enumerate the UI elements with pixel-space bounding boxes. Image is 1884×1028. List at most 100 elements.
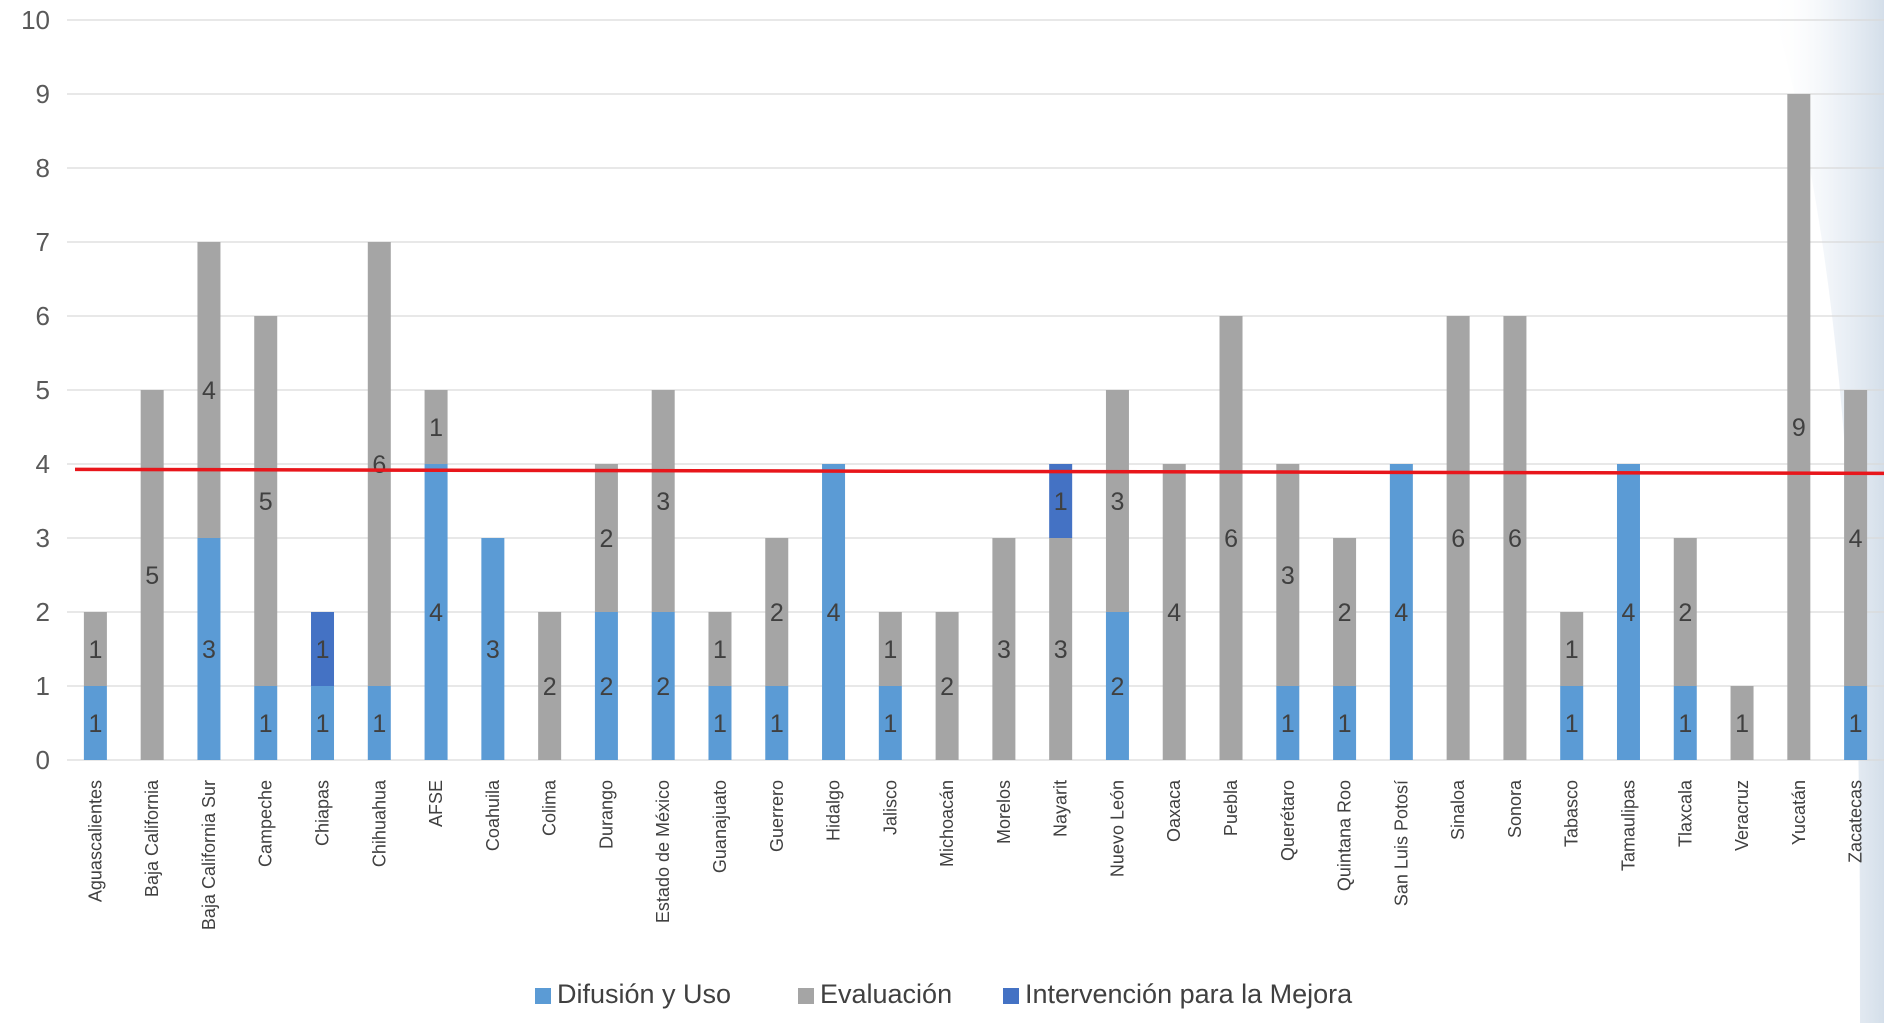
data-label: 1 [883, 636, 897, 664]
y-tick-label: 9 [36, 79, 50, 109]
decorative-swoosh [1770, 0, 1884, 1023]
bar-segment [424, 464, 448, 760]
data-label: 2 [1338, 599, 1352, 627]
y-tick-label: 10 [21, 5, 50, 35]
x-tick-label: Puebla [1221, 779, 1241, 836]
data-label: 1 [429, 414, 443, 442]
gridlines [67, 19, 1884, 761]
x-tick-label: Chiapas [313, 780, 333, 846]
bar-segment [708, 612, 732, 686]
bar-segment [1787, 94, 1811, 760]
data-label: 1 [316, 636, 330, 664]
y-tick-label: 6 [36, 301, 50, 331]
data-label: 1 [1849, 710, 1863, 738]
bar-segment [83, 686, 107, 760]
bar-segment [651, 390, 675, 612]
bar-segment [311, 686, 335, 760]
bar-segment [992, 538, 1016, 760]
x-tick-label: Aguascalientes [85, 780, 105, 902]
bar-segment [878, 612, 902, 686]
data-label: 2 [599, 525, 613, 553]
bar-segment [1844, 390, 1868, 686]
data-label: 4 [1394, 599, 1408, 627]
bar-segment [424, 390, 448, 464]
x-tick-label: Quintana Roo [1335, 780, 1355, 891]
data-label: 3 [1281, 562, 1295, 590]
bar-segment [1503, 316, 1527, 760]
y-tick-label: 5 [36, 375, 50, 405]
legend: Difusión y Uso Evaluación Intervención par… [535, 979, 1353, 1009]
x-tick-label: Jalisco [880, 780, 900, 835]
bar-segment [1560, 686, 1584, 760]
x-tick-label: Baja California Sur [199, 780, 219, 930]
bar-segment [1276, 464, 1300, 686]
data-label: 2 [1678, 599, 1692, 627]
data-label: 1 [88, 636, 102, 664]
data-label: 1 [1338, 710, 1352, 738]
x-tick-label: Tabasco [1562, 780, 1582, 847]
bar-segment [651, 612, 675, 760]
x-tick-label: Tamaulipas [1618, 780, 1638, 871]
y-tick-label: 2 [36, 597, 50, 627]
data-label: 2 [543, 673, 557, 701]
x-tick-label: Guerrero [767, 780, 787, 852]
data-label: 2 [599, 673, 613, 701]
data-label: 5 [145, 562, 159, 590]
bar-segment [254, 686, 278, 760]
x-tick-label: Veracruz [1732, 780, 1752, 851]
bar-segment [594, 612, 618, 760]
legend-swatch [798, 988, 814, 1004]
x-tick-label: Michoacán [937, 780, 957, 867]
data-label: 1 [883, 710, 897, 738]
legend-swatch [1003, 988, 1019, 1004]
x-tick-label: Hidalgo [824, 780, 844, 841]
x-tick-label: Sinaloa [1448, 779, 1468, 840]
bar-segment [197, 242, 221, 538]
bar-segment [1333, 538, 1357, 686]
data-labels: 1 1 5 3 4 1 5 1 1 1 6 4 1 3 2 2 2 2 3 1 1 1 2 4 1 1 2 3 3 1 2 3 4 6 1 3 1 2 4 6… [88, 377, 1862, 738]
data-label: 6 [1508, 525, 1522, 553]
x-tick-label: Querétaro [1278, 780, 1298, 861]
bar-segment [1673, 538, 1697, 686]
data-label: 3 [656, 488, 670, 516]
legend-label: Intervención para la Mejora [1025, 979, 1353, 1009]
bar-segment [197, 538, 221, 760]
bar-segment [311, 612, 335, 686]
y-tick-label: 8 [36, 153, 50, 183]
bar-segment [1049, 464, 1073, 538]
data-label: 4 [1849, 525, 1863, 553]
legend-label: Difusión y Uso [557, 979, 731, 1009]
bar-segment [367, 242, 391, 686]
data-label: 1 [1565, 710, 1579, 738]
data-label: 1 [1054, 488, 1068, 516]
data-label: 1 [88, 710, 102, 738]
bar-segment [822, 464, 846, 760]
y-tick-label: 1 [36, 671, 50, 701]
bar-segment [708, 686, 732, 760]
bar-segment [367, 686, 391, 760]
x-tick-label: Durango [596, 780, 616, 849]
data-label: 1 [713, 636, 727, 664]
bar-segment [1105, 612, 1129, 760]
data-label: 3 [486, 636, 500, 664]
x-tick-label: San Luis Potosí [1391, 780, 1411, 906]
bar-segment [1162, 464, 1186, 760]
x-tick-label: Morelos [994, 780, 1014, 844]
bar-segment [765, 686, 789, 760]
bar-segment [935, 612, 959, 760]
x-tick-label: Nuevo León [1107, 780, 1127, 877]
x-tick-label: Oaxaca [1164, 779, 1184, 842]
bar-segment [1105, 390, 1129, 612]
bars [83, 94, 1868, 760]
y-tick-label: 4 [36, 449, 50, 479]
data-label: 4 [202, 377, 216, 405]
data-label: 4 [429, 599, 443, 627]
bar-segment [1389, 464, 1413, 760]
bar-segment [1616, 464, 1640, 760]
bar-segment [538, 612, 562, 760]
data-label: 2 [770, 599, 784, 627]
data-label: 9 [1792, 414, 1806, 442]
y-axis-ticks: 0 1 2 3 4 5 6 7 8 9 10 [21, 5, 50, 775]
data-label: 1 [316, 710, 330, 738]
